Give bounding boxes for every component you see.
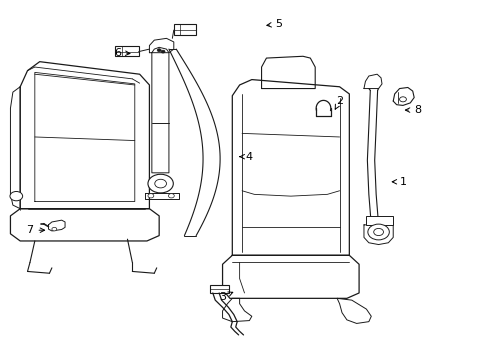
Circle shape bbox=[148, 174, 173, 193]
Polygon shape bbox=[10, 87, 20, 209]
Polygon shape bbox=[20, 62, 149, 209]
Circle shape bbox=[161, 50, 164, 53]
Polygon shape bbox=[336, 298, 370, 323]
Text: 4: 4 bbox=[240, 152, 252, 162]
Text: 7: 7 bbox=[26, 225, 44, 235]
Text: 2: 2 bbox=[334, 96, 343, 109]
Text: 1: 1 bbox=[391, 177, 406, 187]
Bar bbox=[115, 46, 139, 56]
Circle shape bbox=[373, 228, 383, 235]
Circle shape bbox=[10, 192, 22, 201]
Polygon shape bbox=[149, 39, 173, 53]
Text: 3: 3 bbox=[219, 292, 232, 302]
Text: 8: 8 bbox=[405, 105, 420, 115]
Polygon shape bbox=[144, 193, 178, 199]
Circle shape bbox=[399, 97, 406, 102]
Polygon shape bbox=[392, 87, 413, 105]
Circle shape bbox=[367, 224, 388, 240]
Polygon shape bbox=[222, 298, 251, 321]
Circle shape bbox=[148, 194, 154, 198]
Text: 6: 6 bbox=[114, 48, 130, 58]
Polygon shape bbox=[48, 220, 65, 231]
Circle shape bbox=[52, 227, 57, 231]
Circle shape bbox=[168, 194, 174, 198]
Polygon shape bbox=[363, 74, 381, 89]
Bar bbox=[173, 24, 195, 35]
Polygon shape bbox=[152, 47, 168, 173]
Text: 5: 5 bbox=[266, 19, 282, 29]
Circle shape bbox=[155, 179, 166, 188]
Circle shape bbox=[157, 49, 161, 51]
Polygon shape bbox=[232, 80, 348, 255]
Polygon shape bbox=[222, 255, 358, 298]
Polygon shape bbox=[261, 56, 315, 89]
Polygon shape bbox=[10, 209, 159, 241]
Polygon shape bbox=[35, 72, 135, 202]
Bar bbox=[366, 216, 392, 225]
Bar bbox=[210, 285, 228, 293]
Polygon shape bbox=[363, 225, 392, 244]
